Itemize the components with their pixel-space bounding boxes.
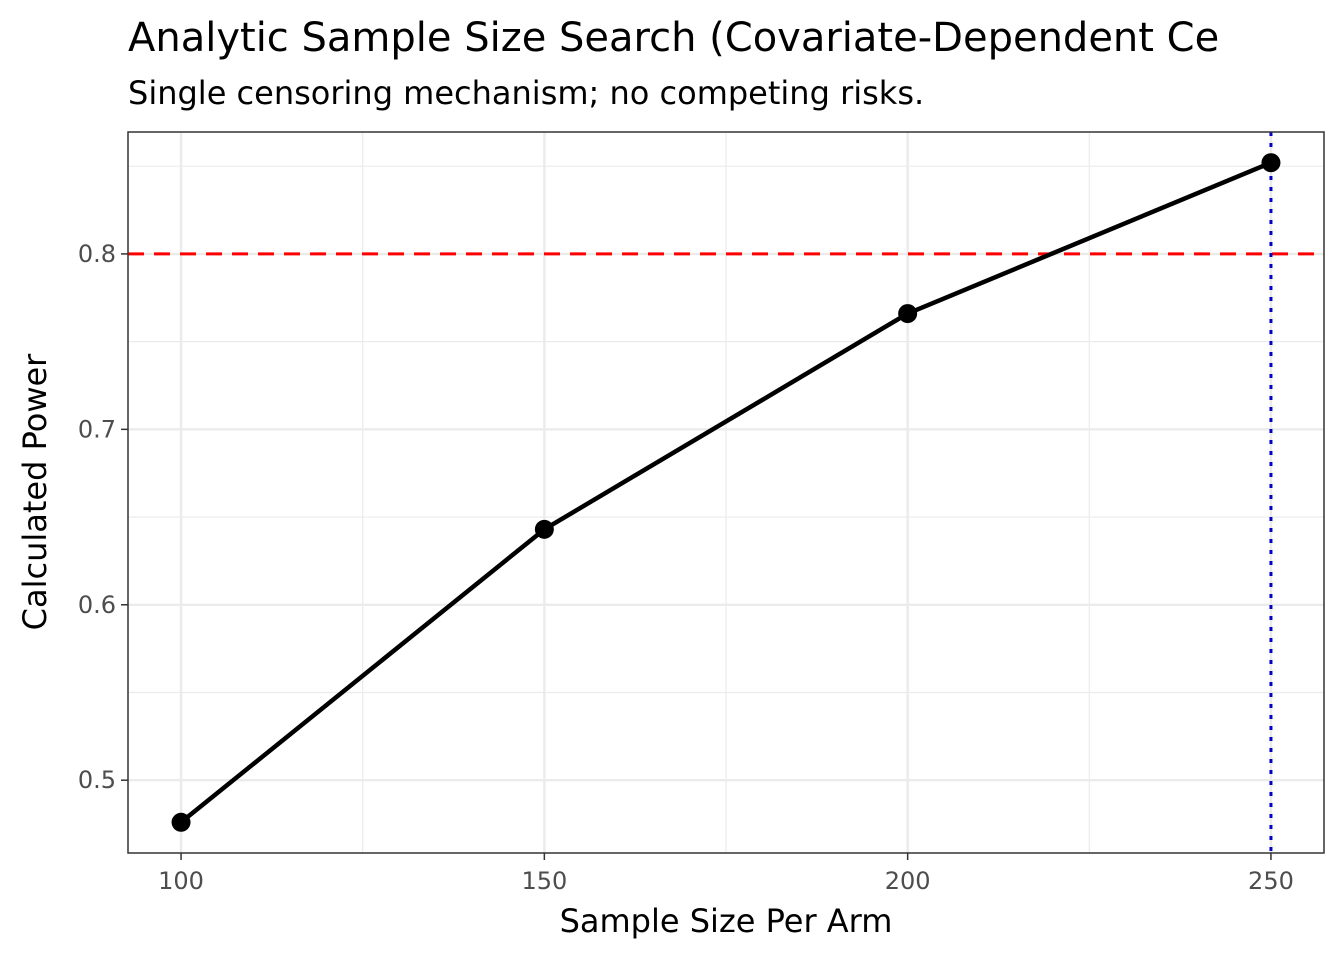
data-point bbox=[171, 812, 191, 832]
power-curve-line bbox=[179, 160, 1272, 825]
y-tick-label: 0.8 bbox=[78, 240, 116, 268]
data-point bbox=[534, 519, 554, 539]
series bbox=[171, 153, 1281, 832]
axes: 100 150 200 250 0.5 0.6 0.7 0.8 bbox=[78, 240, 1294, 895]
y-tick-label: 0.6 bbox=[78, 591, 116, 619]
y-tick-label: 0.7 bbox=[78, 415, 116, 443]
x-tick-label: 100 bbox=[158, 867, 204, 895]
x-tick-label: 200 bbox=[885, 867, 931, 895]
chart-title: Analytic Sample Size Search (Covariate-D… bbox=[128, 15, 1219, 61]
chart-subtitle: Single censoring mechanism; no competing… bbox=[128, 74, 924, 112]
x-axis-title: Sample Size Per Arm bbox=[560, 902, 893, 940]
y-axis-title: Calculated Power bbox=[16, 353, 54, 631]
grid bbox=[128, 132, 1324, 853]
y-tick-label: 0.5 bbox=[78, 766, 116, 794]
x-tick-label: 150 bbox=[521, 867, 567, 895]
data-point bbox=[898, 304, 918, 324]
data-point bbox=[1261, 153, 1281, 173]
panel-border bbox=[127, 131, 1325, 854]
x-tick-label: 250 bbox=[1248, 867, 1294, 895]
reference-lines bbox=[128, 132, 1324, 853]
